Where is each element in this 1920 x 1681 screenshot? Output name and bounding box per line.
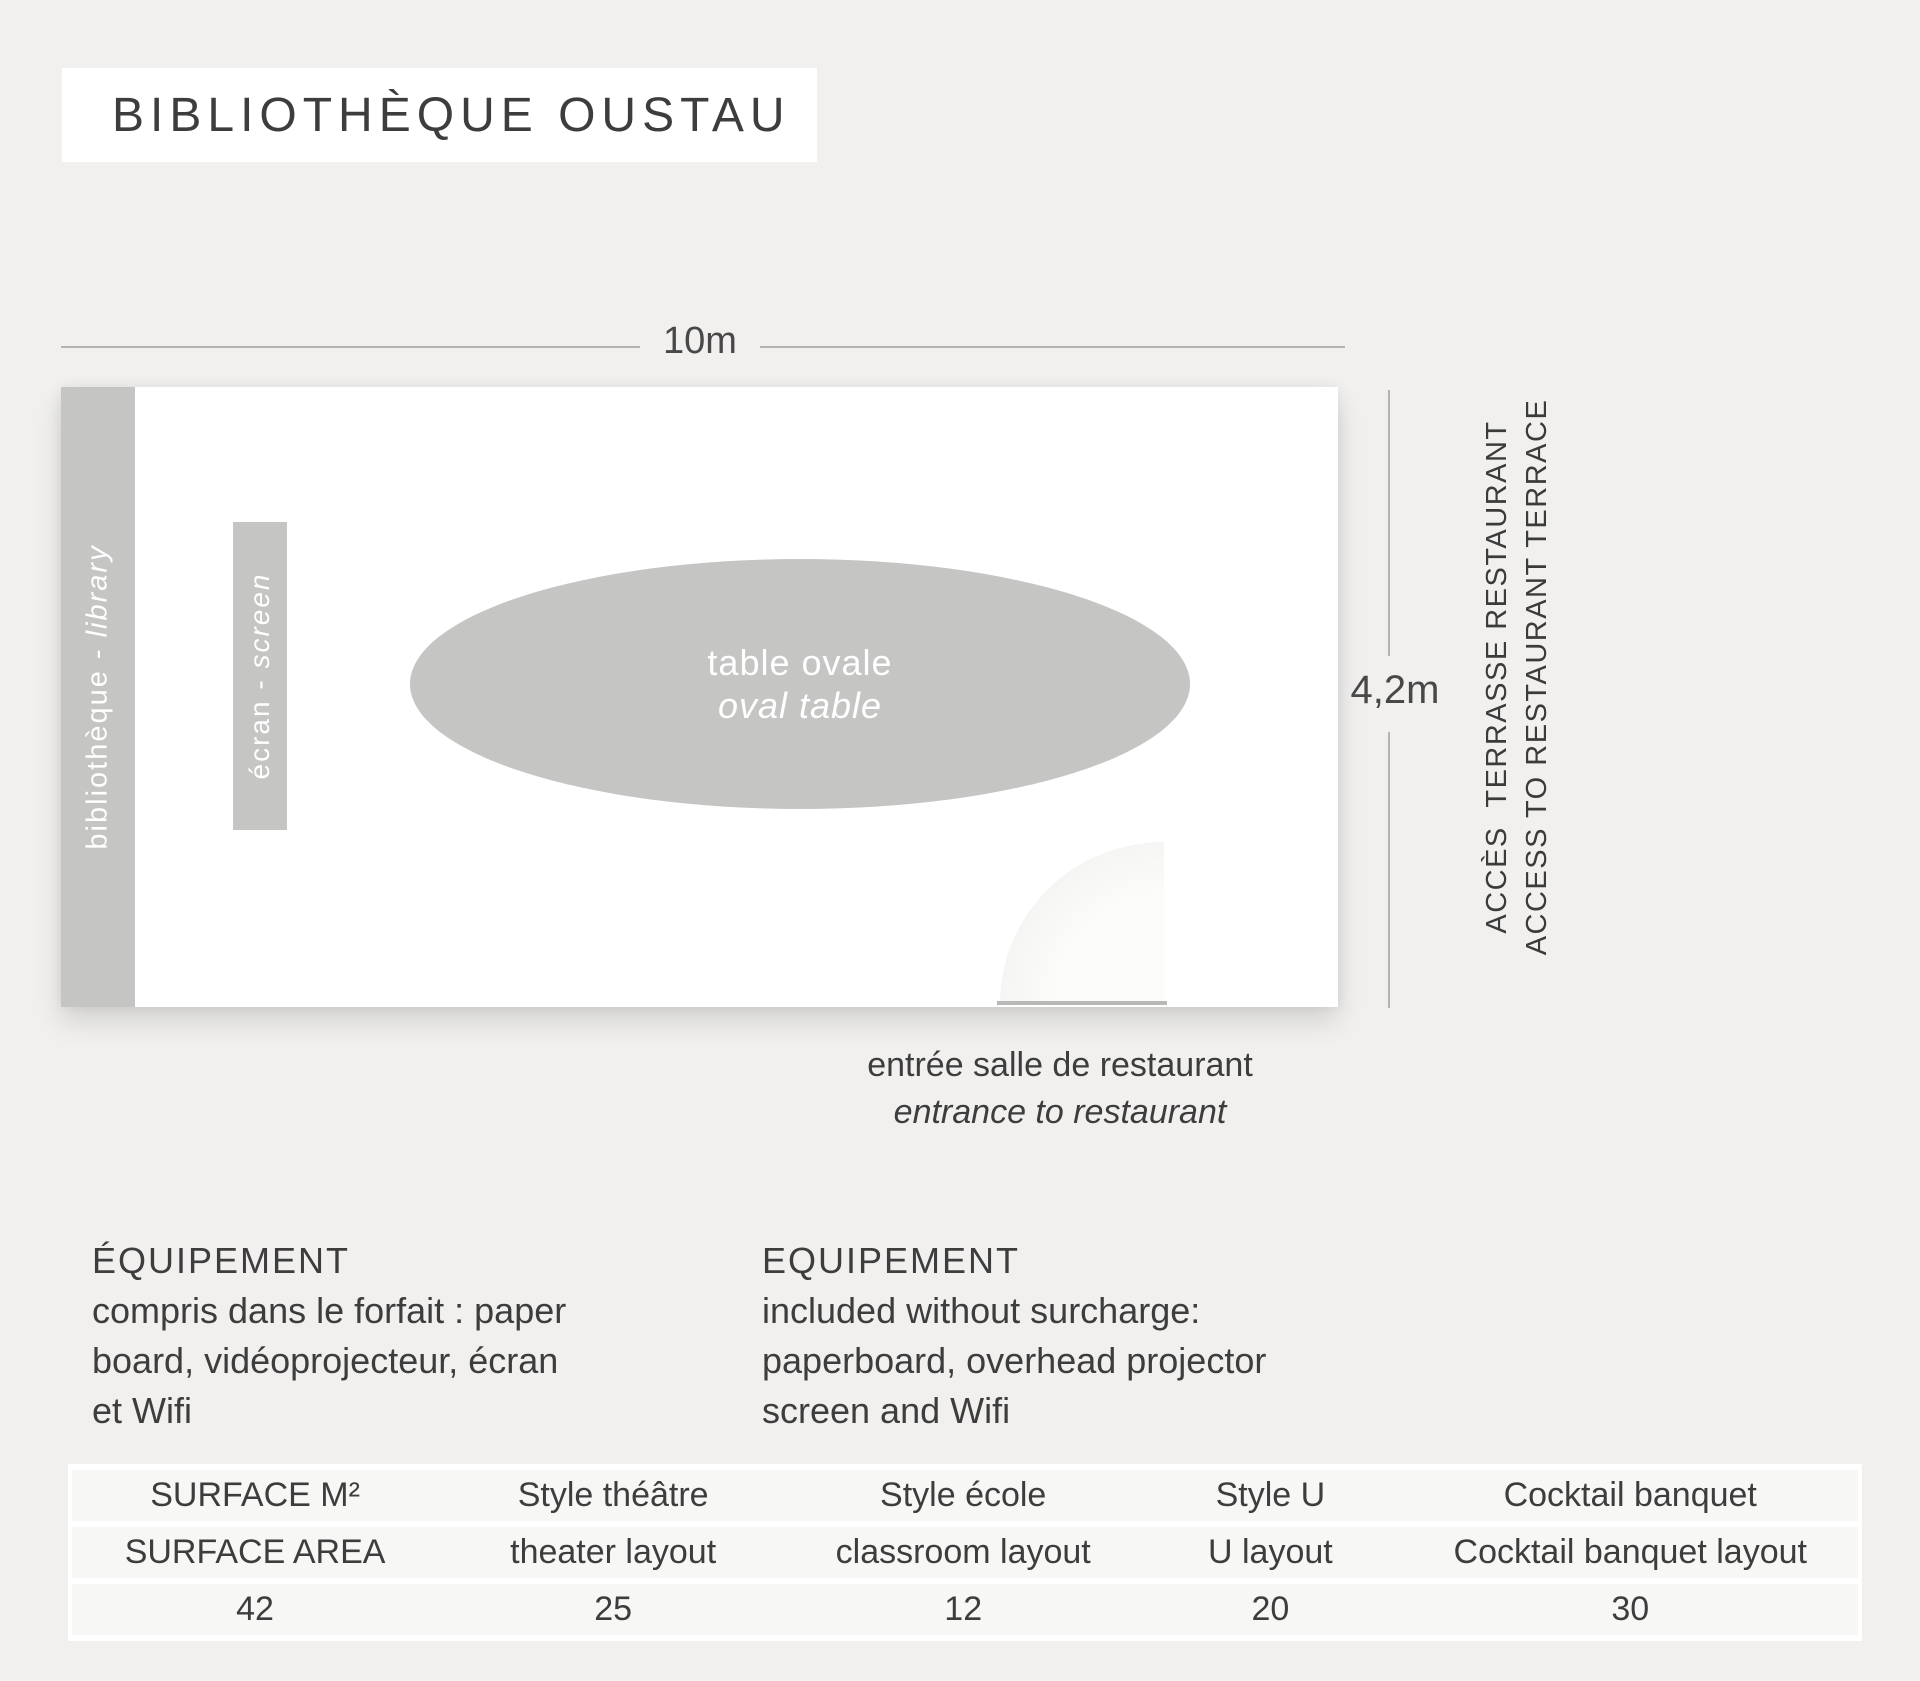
column-header-fr: Style théâtre [438,1470,789,1521]
capacity-value: 30 [1402,1584,1858,1635]
equipment-line: included without surcharge: [762,1290,1201,1331]
library-wall-label-fr: bibliothèque - [81,637,114,850]
library-wall-bar [61,387,135,1007]
height-dimension-line-top [1388,390,1390,656]
column-header-fr: SURFACE M² [72,1470,439,1521]
equipment-heading-fr: ÉQUIPEMENT [92,1240,351,1281]
room-floorplan: bibliothèque - library écran - screen ta… [61,387,1338,1007]
width-dimension-line-right [760,346,1345,348]
screen-label-en: screen [244,572,275,669]
equipment-heading-en: EQUIPEMENT [762,1240,1021,1281]
equipment-line: screen and Wifi [762,1390,1011,1431]
capacity-table-header-en-row: SURFACE AREA theater layout classroom la… [72,1527,1858,1578]
equipment-block-en: EQUIPEMENT included without surcharge: p… [762,1236,1266,1436]
oval-table-shape: table ovale oval table [410,559,1190,809]
column-header-en: U layout [1138,1527,1403,1578]
restaurant-entrance-caption-fr: entrée salle de restaurant [867,1046,1253,1084]
width-dimension-label: 10m [663,320,737,362]
height-dimension-label: 4,2m [1350,668,1440,712]
width-dimension-line-left [61,346,640,348]
equipment-line: board, vidéoprojecteur, écran [92,1340,559,1381]
capacity-table-header-fr-row: SURFACE M² Style théâtre Style école Sty… [72,1470,1858,1521]
equipment-line: paperboard, overhead projector [762,1340,1267,1381]
page-title: BIBLIOTHÈQUE OUSTAU [112,88,791,142]
library-wall-label-en: library [81,544,114,638]
equipment-line: et Wifi [92,1390,193,1431]
oval-table-label-fr: table ovale [707,642,893,683]
capacity-table: SURFACE M² Style théâtre Style école Sty… [68,1464,1862,1641]
library-wall-label: bibliothèque - library [82,544,115,849]
door-swing-arc [1000,842,1164,1003]
terrace-access-label-fr: ACCÈS TERRASSE RESTAURANT [1481,420,1513,934]
capacity-table-values-row: 42 25 12 20 30 [72,1584,1858,1635]
oval-table-label-en: oval table [717,685,883,726]
screen-bar-label: écran - screen [244,573,276,780]
restaurant-entrance-caption: entrée salle de restaurant entrance to r… [760,1042,1360,1136]
screen-label-fr: écran - [244,668,275,780]
title-box: BIBLIOTHÈQUE OUSTAU [62,68,817,162]
equipment-block-fr: ÉQUIPEMENT compris dans le forfait : pap… [92,1236,566,1436]
column-header-fr: Style U [1138,1470,1403,1521]
screen-bar [233,522,287,830]
door-opening-line [997,1001,1167,1005]
column-header-fr: Style école [788,1470,1139,1521]
column-header-en: theater layout [438,1527,789,1578]
height-dimension-line-bottom [1388,732,1390,1008]
column-header-en: Cocktail banquet layout [1402,1527,1858,1578]
terrace-access-label-en: ACCESS TO RESTAURANT TERRACE [1521,398,1553,956]
capacity-value: 25 [438,1584,789,1635]
capacity-value: 42 [72,1584,439,1635]
column-header-en: SURFACE AREA [72,1527,439,1578]
capacity-value: 20 [1138,1584,1403,1635]
capacity-value: 12 [788,1584,1139,1635]
terrace-access-label: ACCÈS TERRASSE RESTAURANT ACCESS TO REST… [1477,399,1557,956]
column-header-fr: Cocktail banquet [1402,1470,1858,1521]
column-header-en: classroom layout [788,1527,1139,1578]
equipment-line: compris dans le forfait : paper [92,1290,567,1331]
restaurant-entrance-caption-en: entrance to restaurant [893,1093,1227,1131]
